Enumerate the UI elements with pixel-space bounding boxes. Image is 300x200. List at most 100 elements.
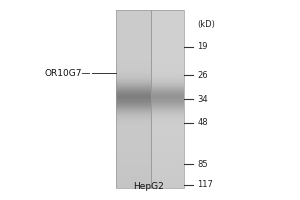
Bar <box>152 69 184 70</box>
Bar <box>116 53 152 54</box>
Bar <box>116 46 152 47</box>
Bar <box>152 127 184 128</box>
Bar <box>152 61 184 62</box>
Bar <box>152 50 184 51</box>
Bar <box>152 18 184 19</box>
Text: 85: 85 <box>198 160 208 169</box>
Bar <box>116 132 152 133</box>
Bar <box>116 82 152 83</box>
Bar <box>116 125 152 126</box>
Bar <box>152 160 184 161</box>
Bar <box>152 167 184 168</box>
Bar <box>116 40 152 41</box>
Bar <box>152 15 184 16</box>
Bar <box>116 139 152 140</box>
Bar <box>152 149 184 150</box>
Bar <box>116 147 152 148</box>
Bar <box>152 89 184 90</box>
Bar <box>116 10 152 11</box>
Bar <box>116 173 152 174</box>
Bar <box>152 48 184 49</box>
Bar <box>152 40 184 41</box>
Bar <box>152 71 184 72</box>
Bar <box>116 112 152 113</box>
Bar <box>152 76 184 77</box>
Bar <box>116 177 152 178</box>
Bar <box>152 56 184 57</box>
Bar <box>152 171 184 172</box>
Bar <box>152 92 184 93</box>
Bar <box>116 67 152 68</box>
Bar <box>116 130 152 131</box>
Bar <box>116 98 152 99</box>
Bar <box>116 118 152 119</box>
Bar <box>152 84 184 85</box>
Bar <box>152 88 184 89</box>
Bar <box>152 24 184 25</box>
Bar <box>152 128 184 129</box>
Text: 19: 19 <box>198 42 208 51</box>
Bar <box>152 174 184 175</box>
Bar <box>152 121 184 122</box>
Bar <box>116 111 152 112</box>
Bar <box>116 110 152 111</box>
Bar <box>152 33 184 34</box>
Bar <box>152 66 184 67</box>
Bar <box>116 71 152 72</box>
Bar <box>152 83 184 84</box>
Bar <box>152 23 184 24</box>
Bar <box>116 120 152 121</box>
Bar <box>152 150 184 151</box>
Bar <box>116 99 152 100</box>
Bar <box>116 166 152 167</box>
Text: 48: 48 <box>198 118 208 127</box>
Bar <box>152 116 184 117</box>
Bar <box>116 167 152 168</box>
Bar <box>152 49 184 50</box>
Bar <box>152 122 184 123</box>
Bar <box>116 86 152 87</box>
Bar <box>116 20 152 21</box>
Bar <box>152 73 184 74</box>
Bar <box>152 120 184 121</box>
Bar <box>116 85 152 86</box>
Bar <box>116 181 152 182</box>
Bar <box>152 98 184 99</box>
Bar <box>116 184 152 185</box>
Bar <box>152 39 184 40</box>
Bar <box>116 83 152 84</box>
Bar <box>116 39 152 40</box>
Bar <box>152 178 184 179</box>
Bar <box>116 145 152 146</box>
Bar <box>116 186 152 187</box>
Bar <box>152 87 184 88</box>
Bar <box>116 153 152 154</box>
Bar <box>152 55 184 56</box>
Bar <box>116 96 152 97</box>
Bar <box>116 187 152 188</box>
Bar <box>152 46 184 47</box>
Bar <box>152 35 184 36</box>
Bar <box>116 93 152 94</box>
Bar <box>152 80 184 81</box>
Bar <box>116 163 152 164</box>
Bar <box>152 108 184 109</box>
Bar <box>116 155 152 156</box>
Bar <box>116 89 152 90</box>
Bar <box>116 48 152 49</box>
Bar <box>152 141 184 142</box>
Bar <box>116 45 152 46</box>
Bar <box>152 99 184 100</box>
Bar <box>116 123 152 124</box>
Bar <box>116 11 152 12</box>
Bar <box>116 154 152 155</box>
Bar <box>152 155 184 156</box>
Bar <box>116 73 152 74</box>
Bar <box>152 113 184 114</box>
Bar <box>116 172 152 173</box>
Bar <box>116 24 152 25</box>
Bar <box>116 136 152 137</box>
Bar <box>152 13 184 14</box>
Bar <box>116 107 152 108</box>
Bar <box>152 34 184 35</box>
